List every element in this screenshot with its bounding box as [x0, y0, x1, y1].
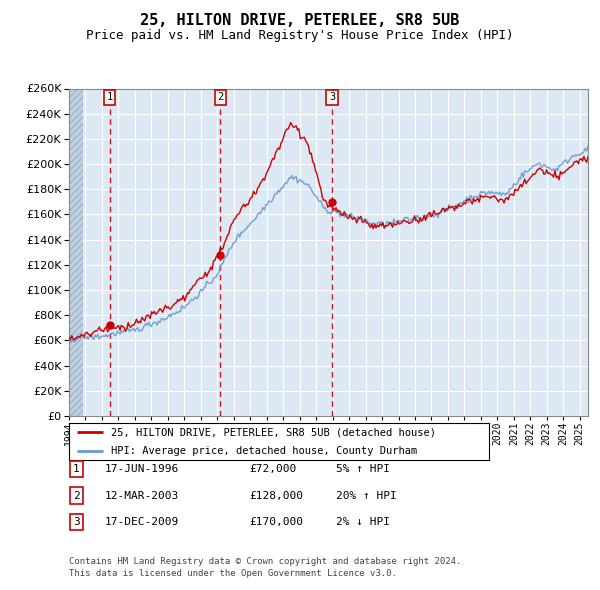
Text: 17-JUN-1996: 17-JUN-1996 — [105, 464, 179, 474]
Text: 3: 3 — [73, 517, 80, 527]
Text: 25, HILTON DRIVE, PETERLEE, SR8 5UB (detached house): 25, HILTON DRIVE, PETERLEE, SR8 5UB (det… — [111, 427, 436, 437]
Text: £128,000: £128,000 — [249, 491, 303, 500]
Text: HPI: Average price, detached house, County Durham: HPI: Average price, detached house, Coun… — [111, 446, 417, 456]
Text: 2: 2 — [73, 491, 80, 500]
Text: £170,000: £170,000 — [249, 517, 303, 527]
Text: 2: 2 — [217, 92, 224, 102]
Text: 1: 1 — [73, 464, 80, 474]
Polygon shape — [69, 88, 83, 416]
Text: Contains HM Land Registry data © Crown copyright and database right 2024.: Contains HM Land Registry data © Crown c… — [69, 557, 461, 566]
Text: 20% ↑ HPI: 20% ↑ HPI — [336, 491, 397, 500]
Text: 25, HILTON DRIVE, PETERLEE, SR8 5UB: 25, HILTON DRIVE, PETERLEE, SR8 5UB — [140, 13, 460, 28]
Text: 1: 1 — [106, 92, 113, 102]
Text: This data is licensed under the Open Government Licence v3.0.: This data is licensed under the Open Gov… — [69, 569, 397, 578]
Text: £72,000: £72,000 — [249, 464, 296, 474]
Text: 5% ↑ HPI: 5% ↑ HPI — [336, 464, 390, 474]
Text: 2% ↓ HPI: 2% ↓ HPI — [336, 517, 390, 527]
Text: 3: 3 — [329, 92, 335, 102]
Text: Price paid vs. HM Land Registry's House Price Index (HPI): Price paid vs. HM Land Registry's House … — [86, 29, 514, 42]
Text: 17-DEC-2009: 17-DEC-2009 — [105, 517, 179, 527]
Text: 12-MAR-2003: 12-MAR-2003 — [105, 491, 179, 500]
